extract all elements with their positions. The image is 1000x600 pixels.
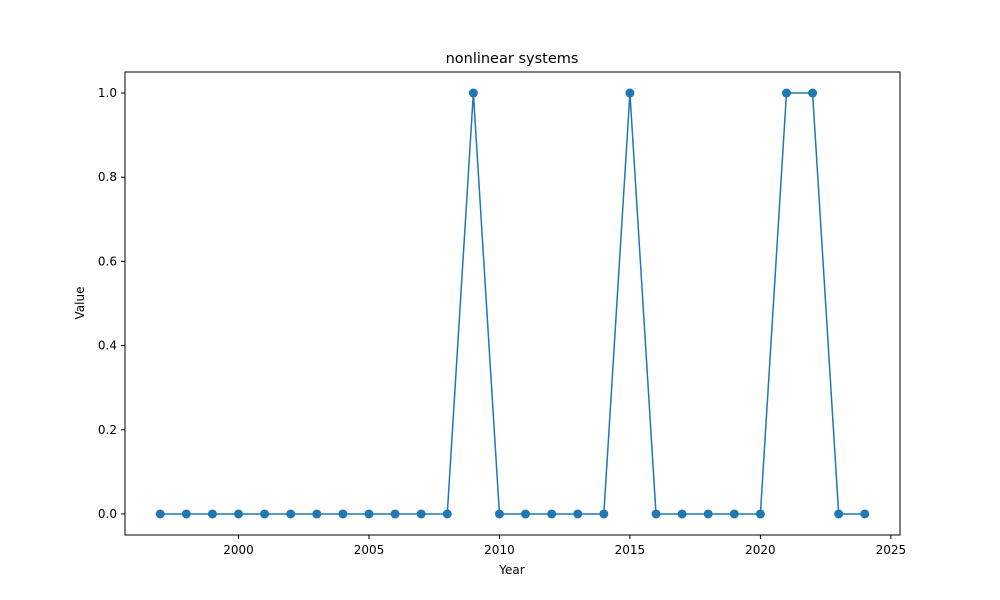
data-point bbox=[390, 509, 400, 519]
y-tick-label: 0.2 bbox=[98, 423, 117, 437]
y-tick-label: 0.6 bbox=[98, 254, 117, 268]
data-point bbox=[442, 509, 452, 519]
plot-area bbox=[124, 71, 901, 536]
y-axis-label: Value bbox=[73, 287, 87, 320]
x-tick-label: 2010 bbox=[484, 543, 515, 557]
series-line bbox=[160, 92, 865, 515]
data-point bbox=[338, 509, 348, 519]
y-axis: 0.0 0.2 0.4 0.6 0.8 1.0 bbox=[98, 86, 125, 521]
data-point bbox=[364, 509, 374, 519]
data-point bbox=[651, 509, 661, 519]
data-point bbox=[599, 509, 609, 519]
data-point bbox=[234, 509, 244, 519]
data-point bbox=[729, 509, 739, 519]
x-tick-label: 2025 bbox=[876, 543, 907, 557]
data-point bbox=[860, 509, 870, 519]
data-point bbox=[312, 509, 322, 519]
data-point bbox=[416, 509, 426, 519]
data-point bbox=[781, 88, 791, 98]
data-point bbox=[625, 88, 635, 98]
data-point bbox=[494, 509, 504, 519]
x-tick-label: 2020 bbox=[745, 543, 776, 557]
data-point bbox=[755, 509, 765, 519]
series-layer bbox=[155, 88, 870, 519]
data-point bbox=[468, 88, 478, 98]
y-tick-label: 0.8 bbox=[98, 170, 117, 184]
data-point bbox=[286, 509, 296, 519]
x-tick-label: 2015 bbox=[615, 543, 646, 557]
data-point bbox=[834, 509, 844, 519]
data-point bbox=[207, 509, 217, 519]
x-tick-label: 2000 bbox=[223, 543, 254, 557]
y-tick-label: 0.0 bbox=[98, 507, 117, 521]
data-point bbox=[547, 509, 557, 519]
y-tick-label: 0.4 bbox=[98, 339, 117, 353]
data-point bbox=[573, 509, 583, 519]
y-tick-label: 1.0 bbox=[98, 86, 117, 100]
data-point bbox=[703, 509, 713, 519]
chart-title: nonlinear systems bbox=[446, 51, 579, 67]
data-point bbox=[521, 509, 531, 519]
x-tick-label: 2005 bbox=[354, 543, 385, 557]
data-point bbox=[260, 509, 270, 519]
x-axis: 2000 2005 2010 2015 2020 2025 bbox=[223, 535, 906, 557]
x-axis-label: Year bbox=[498, 563, 524, 577]
data-point bbox=[155, 509, 165, 519]
data-point bbox=[677, 509, 687, 519]
data-point bbox=[181, 509, 191, 519]
data-point bbox=[808, 88, 818, 98]
